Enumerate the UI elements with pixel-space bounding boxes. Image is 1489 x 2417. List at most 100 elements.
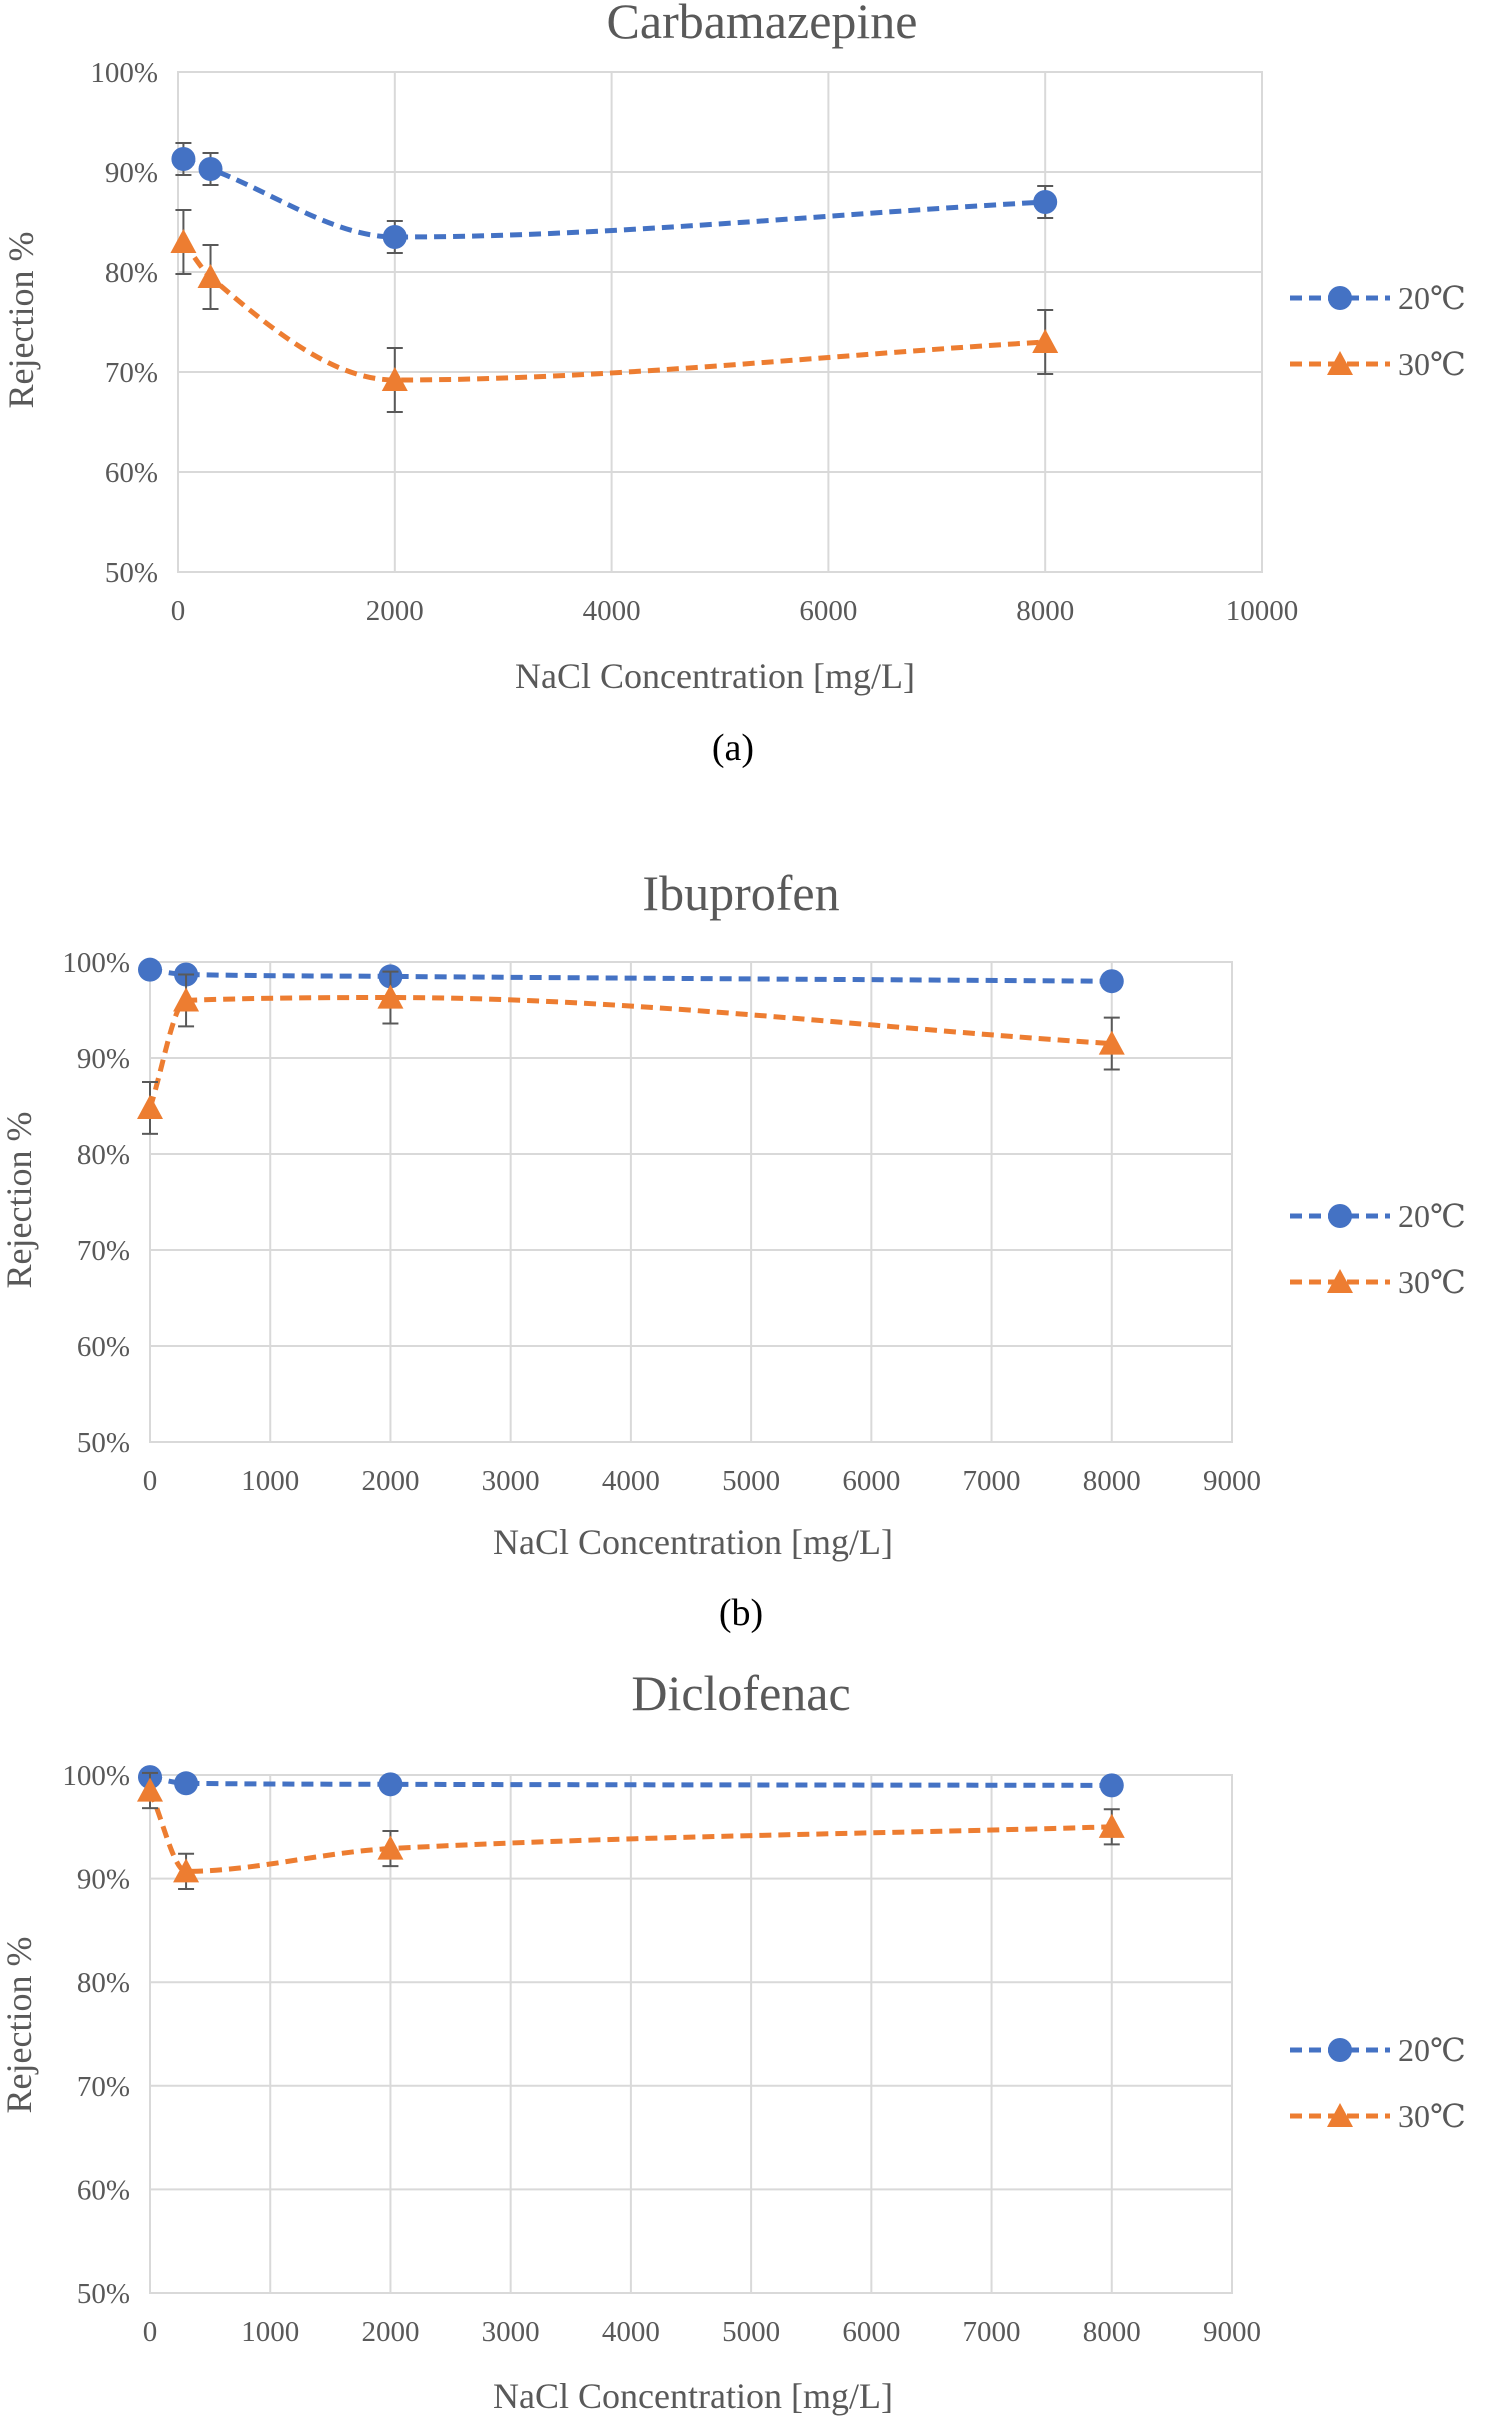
x-tick-label: 6000 xyxy=(842,1465,900,1497)
x-tick-label: 2000 xyxy=(366,595,424,627)
legend-label: 20℃ xyxy=(1398,280,1466,316)
panel-caption: (a) xyxy=(712,727,754,769)
data-point xyxy=(1033,190,1058,214)
chart-panel-ibuprofen: Ibuprofen NaCl Concentration [mg/L] Reje… xyxy=(0,865,1466,1634)
y-tick-label: 60% xyxy=(105,457,158,489)
y-tick-label: 90% xyxy=(77,1864,130,1896)
data-point xyxy=(378,1772,403,1797)
legend-entry: 30℃ xyxy=(1290,2098,1466,2134)
y-tick-label: 90% xyxy=(77,1043,130,1075)
y-axis-label: Rejection % xyxy=(1,232,41,409)
series-30C xyxy=(170,209,1059,413)
data-point xyxy=(171,147,196,171)
legend-entry: 20℃ xyxy=(1290,1198,1466,1234)
y-tick-label: 70% xyxy=(105,357,158,389)
data-point xyxy=(1098,1030,1125,1055)
x-axis-label: NaCl Concentration [mg/L] xyxy=(515,656,915,696)
data-point xyxy=(381,367,408,392)
y-tick-label: 100% xyxy=(62,947,130,979)
series-30C xyxy=(137,970,1125,1135)
x-tick-label: 7000 xyxy=(963,2316,1021,2348)
triangle-marker-icon xyxy=(1327,351,1353,376)
x-tick-label: 5000 xyxy=(722,1465,780,1497)
legend-label: 30℃ xyxy=(1398,2098,1466,2134)
y-tick-label: 100% xyxy=(90,57,158,89)
y-tick-label: 60% xyxy=(77,2174,130,2206)
x-tick-label: 3000 xyxy=(482,1465,540,1497)
legend-entry: 30℃ xyxy=(1290,1264,1466,1300)
x-tick-label: 1000 xyxy=(241,2316,299,2348)
x-tick-label: 6000 xyxy=(799,595,857,627)
triangle-marker-icon xyxy=(1327,1269,1353,1294)
y-tick-label: 50% xyxy=(77,2278,130,2310)
y-axis-label: Rejection % xyxy=(0,1937,39,2114)
x-tick-label: 8000 xyxy=(1083,1465,1141,1497)
tick-labels: 50% 60% 70% 80% 90% 100% 0 1000 2000 3000 4000 5000… xyxy=(62,1760,1261,2348)
tick-labels: 50% 60% 70% 80% 90% 100% 0 1000 2000 3000 4000 5000… xyxy=(62,947,1261,1497)
y-tick-label: 100% xyxy=(62,1760,130,1792)
data-point xyxy=(377,1835,404,1860)
x-tick-label: 2000 xyxy=(361,1465,419,1497)
circle-marker-icon xyxy=(1328,2038,1352,2062)
legend-label: 30℃ xyxy=(1398,1264,1466,1300)
legend: 20℃ 30℃ xyxy=(1290,2032,1466,2134)
x-tick-label: 0 xyxy=(143,2316,158,2348)
x-tick-label: 4000 xyxy=(602,1465,660,1497)
y-tick-label: 90% xyxy=(105,157,158,189)
x-axis-label: NaCl Concentration [mg/L] xyxy=(493,2376,893,2416)
y-tick-label: 70% xyxy=(77,1235,130,1267)
legend-entry: 20℃ xyxy=(1290,2032,1466,2068)
chart-panel-carbamazepine: Carbamazepine NaCl Concentration [mg/L] … xyxy=(1,0,1466,769)
x-tick-label: 0 xyxy=(143,1465,158,1497)
y-tick-label: 50% xyxy=(77,1427,130,1459)
plot-area-frame xyxy=(177,71,1263,573)
x-tick-label: 5000 xyxy=(722,2316,780,2348)
y-tick-label: 80% xyxy=(105,257,158,289)
data-point xyxy=(137,1094,163,1119)
gridlines xyxy=(177,71,1263,573)
legend-entry: 30℃ xyxy=(1290,346,1466,382)
data-point xyxy=(173,1858,200,1883)
x-axis-label: NaCl Concentration [mg/L] xyxy=(493,1522,893,1562)
circle-marker-icon xyxy=(1328,286,1352,310)
series-30C xyxy=(137,1771,1125,1890)
data-point xyxy=(138,957,162,982)
chart-title: Ibuprofen xyxy=(642,865,839,921)
data-point xyxy=(382,225,407,249)
x-tick-label: 9000 xyxy=(1203,1465,1261,1497)
x-tick-label: 4000 xyxy=(602,2316,660,2348)
series-line xyxy=(182,156,1046,240)
chart-title: Diclofenac xyxy=(631,1665,850,1721)
x-tick-label: 1000 xyxy=(241,1465,299,1497)
x-tick-label: 8000 xyxy=(1016,595,1074,627)
y-tick-label: 80% xyxy=(77,1139,130,1171)
x-tick-label: 6000 xyxy=(842,2316,900,2348)
data-point xyxy=(198,157,223,181)
chart-panel-diclofenac: Diclofenac NaCl Concentration [mg/L] Rej… xyxy=(0,1665,1466,2416)
gridlines xyxy=(149,961,1233,1443)
x-tick-label: 2000 xyxy=(361,2316,419,2348)
data-point xyxy=(197,264,224,289)
x-tick-label: 9000 xyxy=(1203,2316,1261,2348)
triangle-marker-icon xyxy=(1327,2103,1353,2128)
series-line xyxy=(147,995,1112,1109)
legend-entry: 20℃ xyxy=(1290,280,1466,316)
chart-title: Carbamazepine xyxy=(607,0,918,49)
panel-caption: (b) xyxy=(719,1592,763,1634)
legend-label: 20℃ xyxy=(1398,1198,1466,1234)
x-tick-label: 8000 xyxy=(1083,2316,1141,2348)
data-point xyxy=(1099,969,1124,994)
series-20C xyxy=(171,142,1058,254)
y-tick-label: 60% xyxy=(77,1331,130,1363)
data-point xyxy=(1099,1773,1124,1798)
y-tick-label: 80% xyxy=(77,1967,130,1999)
legend: 20℃ 30℃ xyxy=(1290,1198,1466,1300)
x-tick-label: 4000 xyxy=(583,595,641,627)
data-point xyxy=(377,984,404,1009)
y-tick-label: 70% xyxy=(77,2071,130,2103)
circle-marker-icon xyxy=(1328,1204,1352,1228)
legend-label: 30℃ xyxy=(1398,346,1466,382)
data-point xyxy=(173,987,200,1012)
data-point xyxy=(174,1771,199,1796)
